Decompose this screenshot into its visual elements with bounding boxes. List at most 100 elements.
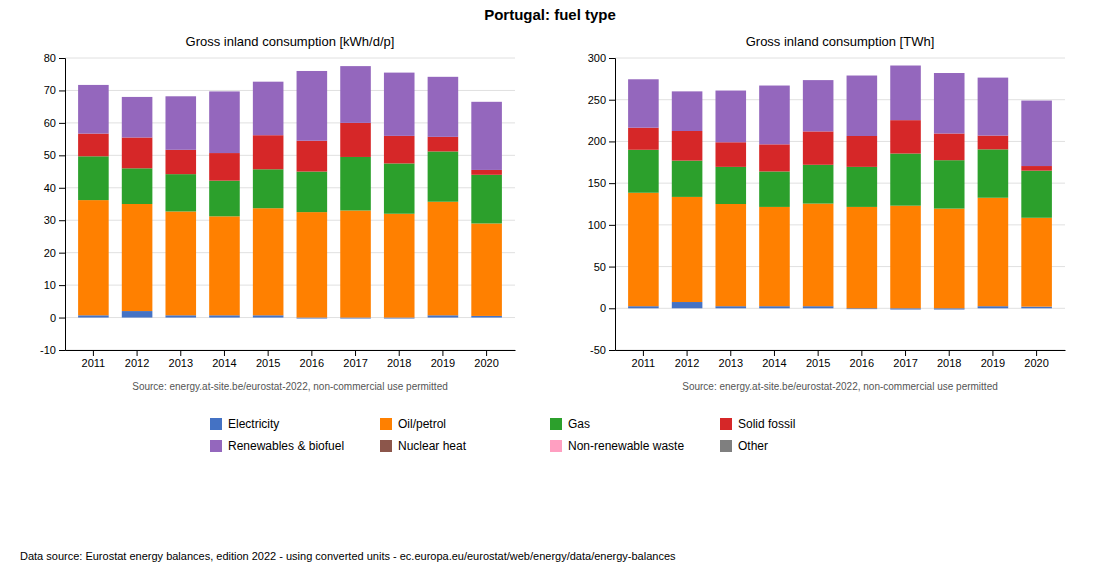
bar [209, 317, 240, 318]
bar [428, 202, 459, 316]
bar [803, 308, 834, 309]
tick-label: 2016 [850, 357, 874, 369]
tick: 70 [44, 84, 65, 96]
bar [715, 306, 746, 308]
tick: 2012 [125, 350, 149, 369]
grid-line [615, 350, 1065, 351]
bar [471, 175, 502, 224]
tick: 20 [44, 247, 65, 259]
panel: Gross inland consumption [kWh/d/p]-10010… [40, 34, 515, 392]
tick-label: 2020 [1024, 357, 1048, 369]
tick: 2013 [169, 350, 193, 369]
y-axis: -50050100150200250300 [588, 52, 616, 356]
bar [1021, 166, 1052, 171]
tick-label: 2014 [762, 357, 786, 369]
tick-mark [1036, 350, 1037, 356]
bar [428, 151, 459, 201]
bar [978, 308, 1009, 309]
bars [78, 66, 502, 318]
bar [715, 142, 746, 167]
bar [78, 317, 109, 318]
tick-mark [818, 350, 819, 356]
panel: Gross inland consumption [TWh]-500501001… [588, 34, 1066, 392]
bar [1021, 308, 1052, 309]
y-axis: -1001020304050607080 [40, 52, 65, 356]
tick-label: 2017 [893, 357, 917, 369]
tick-mark [609, 308, 615, 309]
bar [253, 208, 284, 315]
bar [253, 135, 284, 169]
bar [978, 308, 1009, 309]
bar [209, 317, 240, 318]
bar [1021, 171, 1052, 218]
tick-mark [399, 350, 400, 356]
bar [934, 308, 965, 309]
tick: 2018 [937, 350, 961, 369]
axis-line [59, 59, 66, 351]
bar [471, 223, 502, 315]
panel-title: Gross inland consumption [kWh/d/p] [186, 34, 395, 49]
tick-label: 2015 [256, 357, 280, 369]
tick-label: 10 [44, 279, 56, 291]
bar [165, 315, 196, 317]
bar [122, 317, 153, 318]
bar [122, 311, 153, 317]
tick-label: 2020 [474, 357, 498, 369]
bar [1021, 308, 1052, 309]
bar [471, 316, 502, 318]
bar [209, 317, 240, 318]
bar [672, 197, 703, 302]
bar [209, 216, 240, 315]
bar [934, 308, 965, 309]
tick-mark [93, 350, 94, 356]
tick-label: -50 [590, 344, 606, 356]
tick-label: 2012 [675, 357, 699, 369]
tick-label: 50 [44, 149, 56, 161]
bar [122, 97, 153, 138]
bar [847, 308, 878, 309]
bar [628, 128, 659, 150]
bar [847, 76, 878, 136]
tick-label: 2019 [981, 357, 1005, 369]
bar [471, 317, 502, 318]
bar [890, 154, 921, 206]
bar [934, 73, 965, 133]
tick: 2019 [431, 350, 455, 369]
panel-title: Gross inland consumption [TWh] [746, 34, 935, 49]
tick: 0 [600, 302, 615, 314]
legend-item: Electricity [210, 417, 279, 431]
bar [1021, 308, 1052, 309]
bar [978, 136, 1009, 150]
bar [78, 134, 109, 157]
bar [672, 308, 703, 309]
bar [715, 308, 746, 309]
bar [297, 317, 328, 318]
tick: 40 [44, 182, 65, 194]
axis-line [616, 350, 1066, 351]
bar [384, 317, 415, 318]
bar [209, 181, 240, 217]
bar [297, 71, 328, 141]
legend-swatch [210, 418, 222, 430]
bar [122, 317, 153, 318]
tick-label: 80 [44, 52, 56, 64]
bar [847, 207, 878, 308]
x-axis: 2011201220132014201520162017201820192020 [66, 350, 516, 369]
bar [471, 170, 502, 175]
bar [384, 163, 415, 213]
tick-mark [992, 350, 993, 356]
bar [471, 102, 502, 170]
axis-line [66, 350, 516, 351]
tick: 2016 [300, 350, 324, 369]
tick-mark [609, 225, 615, 226]
bar [803, 165, 834, 204]
tick-label: 2011 [632, 357, 656, 369]
bar [890, 308, 921, 309]
bar [253, 317, 284, 318]
bar [78, 200, 109, 315]
bar [847, 308, 878, 309]
tick: 2014 [212, 350, 236, 369]
legend-label: Nuclear heat [398, 439, 467, 453]
bar [428, 317, 459, 318]
bar [890, 206, 921, 309]
